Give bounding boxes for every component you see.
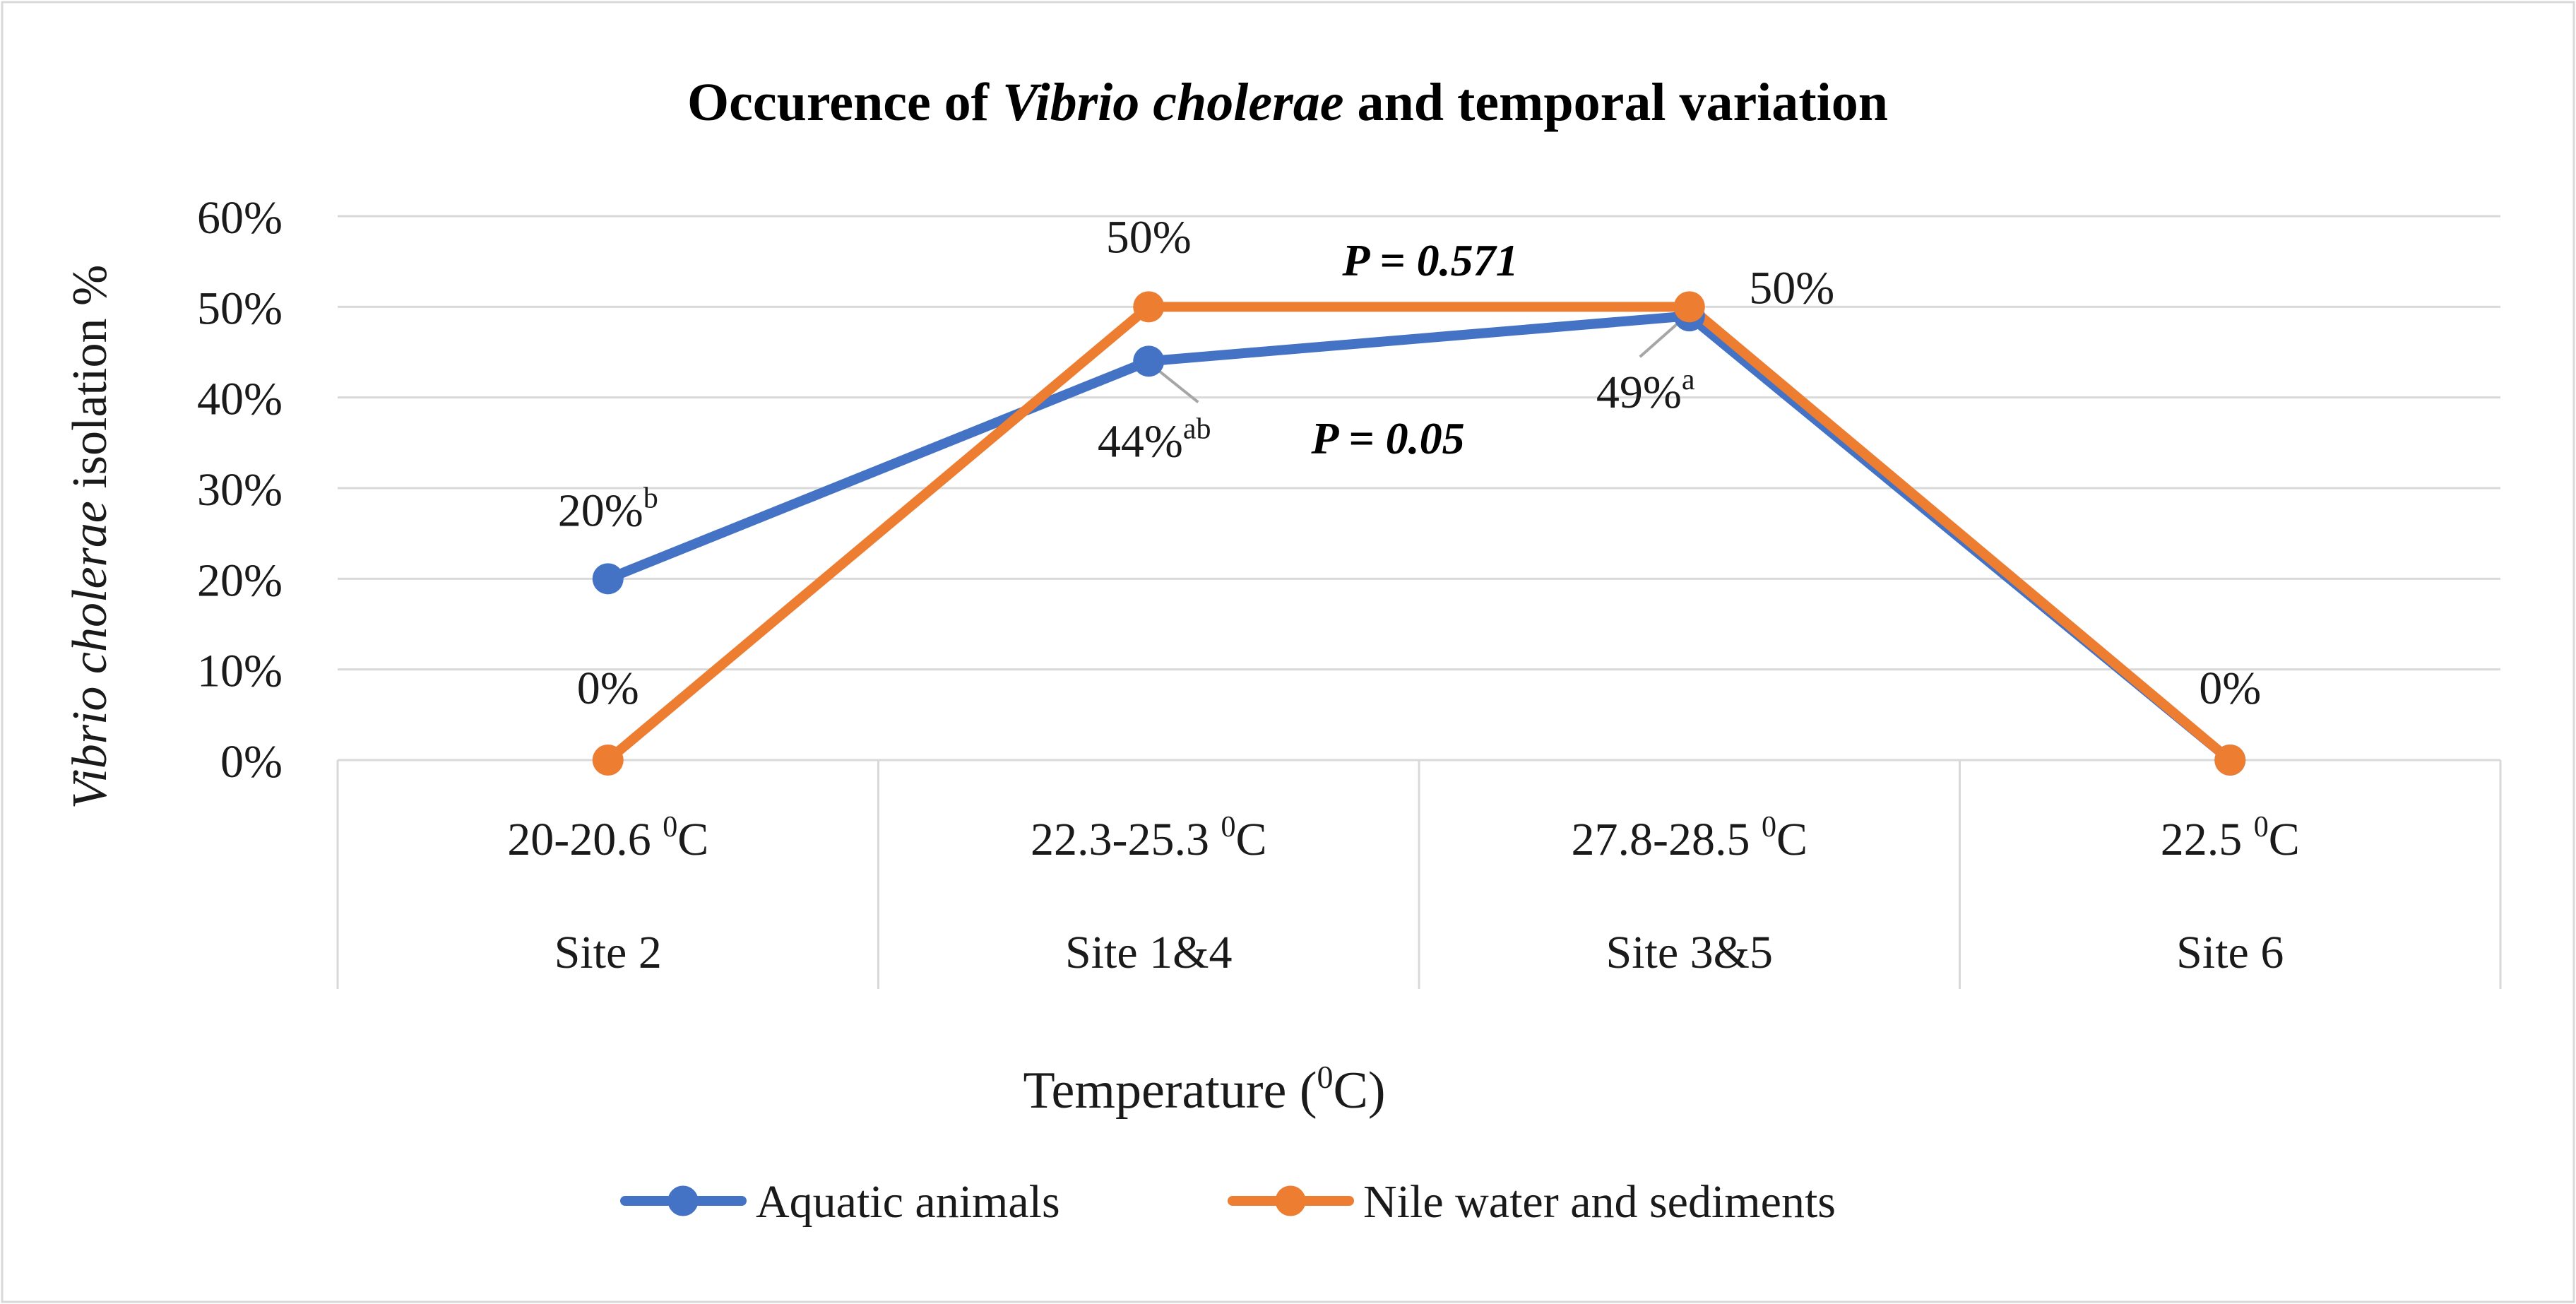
x-tick-site: Site 1&4 [1065, 927, 1233, 978]
series-line-nile [603, 302, 2236, 765]
series-layer [592, 291, 2246, 776]
y-tick-label: 20% [197, 555, 283, 606]
x-tick-temperature: 22.5 0C [2161, 811, 2300, 865]
x-tick-temperature: 20-20.6 0C [507, 811, 708, 865]
label-leader-lines [1155, 318, 1684, 403]
data-point-aquatic[interactable] [1133, 345, 1165, 377]
data-label-aquatic: 44%ab [1098, 413, 1211, 467]
legend-item-nile[interactable]: Nile water and sediments [1228, 1176, 1836, 1228]
y-axis-label: Vibrio cholerae isolation % [63, 265, 117, 810]
legend-item-aquatic[interactable]: Aquatic animals [620, 1176, 1060, 1228]
leader-line [1639, 318, 1684, 358]
data-point-nile[interactable] [1673, 291, 1705, 323]
y-tick-label: 0% [220, 736, 283, 788]
data-label-aquatic: 20%b [558, 482, 658, 536]
data-label-nile: 0% [2199, 663, 2261, 714]
x-axis-title: Temperature (0C) [1023, 1059, 1386, 1120]
data-label-nile: 50% [1749, 262, 1834, 314]
legend-swatch-nile-marker [1275, 1185, 1306, 1216]
y-tick-label: 30% [197, 464, 283, 516]
data-labels: 20%b 44%ab 49%a 0% 50% 50% 0% [558, 211, 2261, 714]
x-tick-temperature: 22.3-25.3 0C [1031, 811, 1267, 865]
x-tick-temperature: 27.8-28.5 0C [1571, 811, 1808, 865]
p-value-nile: P = 0.571 [1341, 235, 1518, 285]
data-point-aquatic[interactable] [592, 563, 624, 595]
legend-label-aquatic: Aquatic animals [756, 1176, 1060, 1228]
data-point-nile[interactable] [592, 745, 624, 776]
y-tick-label: 60% [197, 192, 283, 244]
data-point-nile[interactable] [2214, 745, 2246, 776]
y-tick-label: 50% [197, 283, 283, 334]
p-value-aquatic: P = 0.05 [1310, 413, 1464, 463]
data-point-nile[interactable] [1133, 291, 1165, 323]
x-tick-site: Site 6 [2176, 927, 2284, 978]
data-label-nile: 0% [577, 663, 639, 714]
leader-line [1155, 367, 1199, 403]
y-tick-labels: 0% 10% 20% 30% 40% 50% 60% [197, 192, 283, 788]
x-tick-site: Site 2 [554, 927, 662, 978]
chart-title: Occurence of Vibrio cholerae and tempora… [687, 73, 1888, 132]
legend-label-nile: Nile water and sediments [1363, 1176, 1836, 1228]
legend-swatch-aquatic-marker [667, 1185, 699, 1216]
y-tick-label: 40% [197, 374, 283, 425]
x-axis: 20-20.6 0C 22.3-25.3 0C 27.8-28.5 0C 22.5 0… [336, 760, 2502, 989]
x-tick-site: Site 3&5 [1605, 927, 1773, 978]
data-label-nile: 50% [1106, 211, 1192, 263]
data-label-aquatic: 49%a [1596, 364, 1695, 418]
y-tick-label: 10% [197, 646, 283, 697]
legend: Aquatic animals Nile water and sediments [620, 1176, 1836, 1228]
